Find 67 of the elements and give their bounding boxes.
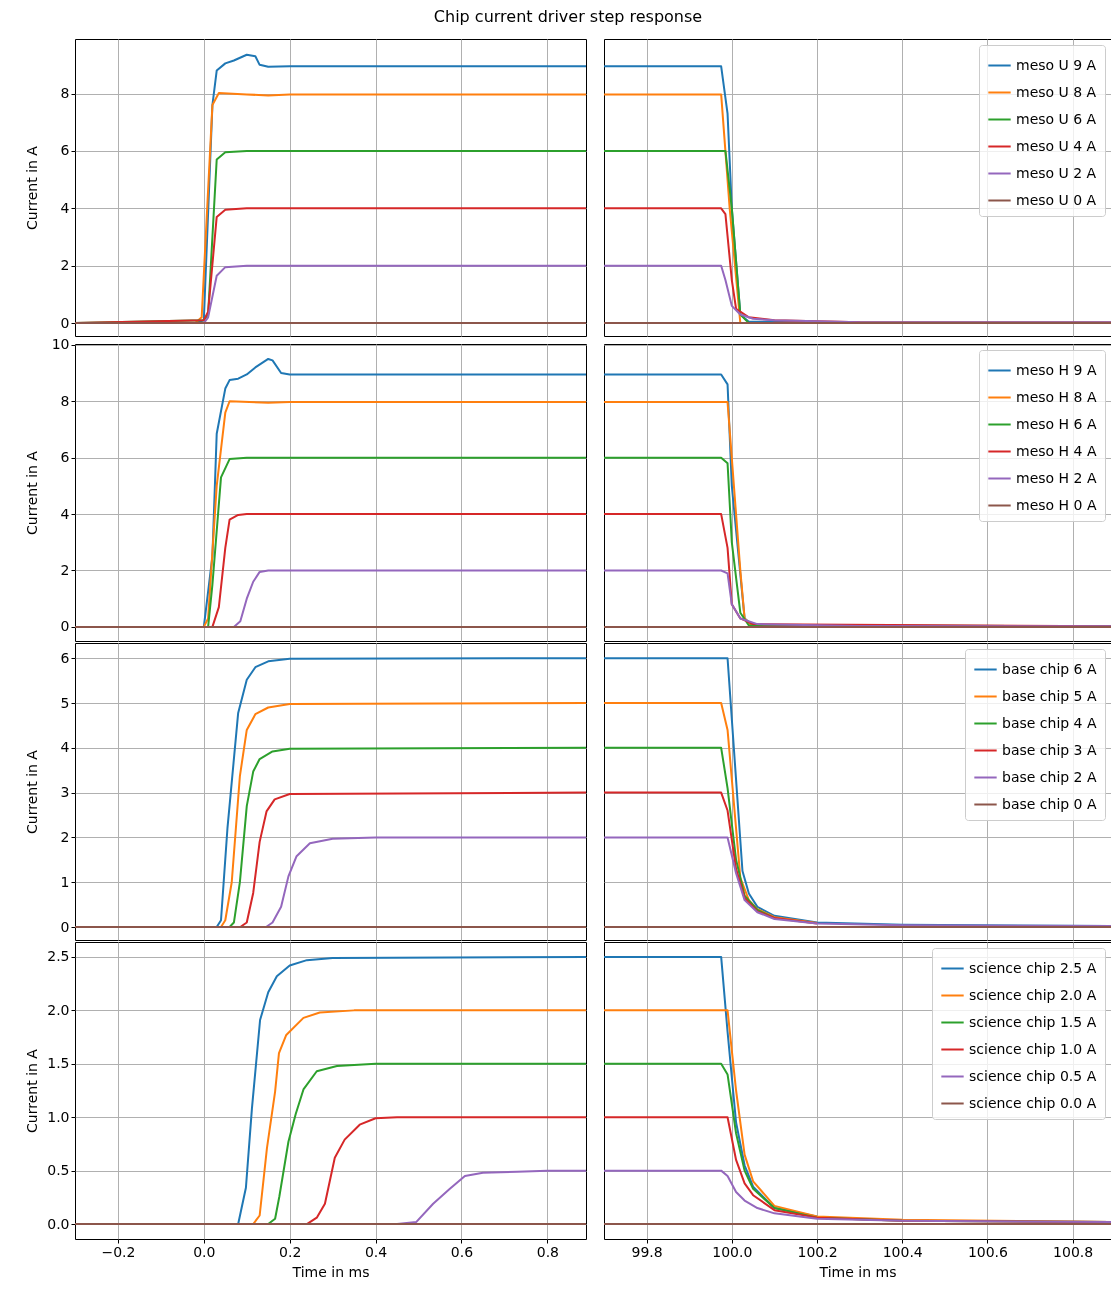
y-tick-label: 8 [60,392,70,409]
legend-label: science chip 1.5 A [969,1013,1097,1030]
x-axis-title: Time in ms [291,1263,370,1280]
legend-label: base chip 0 A [1002,795,1097,812]
x-tick-label: 0.2 [279,1243,302,1260]
x-tick-label: 100.2 [797,1243,838,1260]
y-tick-label: 2 [60,828,70,845]
legend-label: base chip 5 A [1002,687,1097,704]
y-axis-title: Current in A [23,1048,40,1133]
y-tick-label: 10 [51,336,70,353]
y-tick-label: 8 [60,85,70,102]
y-axis-title: Current in A [23,749,40,834]
x-tick-label: 100.0 [712,1243,753,1260]
legend-label: meso U 4 A [1016,137,1097,154]
y-tick-label: 6 [60,142,70,159]
legend-label: base chip 4 A [1002,714,1097,731]
y-tick-label: 5 [60,694,70,711]
legend-label: science chip 0.5 A [969,1067,1097,1084]
y-tick-label: 0.0 [47,1215,70,1232]
legend-label: science chip 2.5 A [969,959,1097,976]
x-tick-label: 100.4 [882,1243,923,1260]
legend-label: science chip 2.0 A [969,986,1097,1003]
legend-label: meso H 4 A [1016,442,1097,459]
x-tick-label: 0.4 [364,1243,388,1260]
legend-label: meso U 8 A [1016,83,1097,100]
y-tick-label: 2 [60,257,70,274]
chart-title: Chip current driver step response [433,6,703,26]
legend-label: base chip 6 A [1002,660,1097,677]
y-tick-label: 2.5 [47,948,70,965]
y-tick-label: 6 [60,449,70,466]
legend-label: meso U 2 A [1016,164,1097,181]
x-axis-title: Time in ms [818,1263,897,1280]
x-tick-label: 0.0 [193,1243,216,1260]
y-tick-label: 0 [60,918,70,935]
y-tick-label: 4 [60,199,70,216]
legend-label: base chip 2 A [1002,768,1097,785]
x-tick-label: 100.8 [1053,1243,1094,1260]
y-axis-title: Current in A [23,450,40,535]
y-tick-label: 1.0 [47,1108,70,1125]
y-tick-label: 1.5 [47,1055,70,1072]
y-tick-label: 2 [60,561,70,578]
y-tick-label: 1 [60,873,70,890]
x-tick-label: −0.2 [101,1243,136,1260]
y-tick-label: 2.0 [47,1001,70,1018]
y-tick-label: 0 [60,314,70,331]
y-tick-label: 4 [60,505,70,522]
legend-label: meso H 9 A [1016,361,1097,378]
y-tick-label: 0 [60,618,70,635]
legend-label: science chip 1.0 A [969,1040,1097,1057]
y-tick-label: 6 [60,649,70,666]
y-tick-label: 4 [60,739,70,756]
y-tick-label: 3 [60,784,70,801]
x-tick-label: 0.6 [450,1243,474,1260]
legend-label: meso U 6 A [1016,110,1097,127]
legend-label: meso U 0 A [1016,191,1097,208]
legend-label: science chip 0.0 A [969,1094,1097,1111]
legend-label: meso H 6 A [1016,415,1097,432]
legend-label: base chip 3 A [1002,741,1097,758]
y-axis-title: Current in A [23,145,40,230]
legend-label: meso U 9 A [1016,56,1097,73]
x-tick-label: 0.8 [536,1243,559,1260]
legend-label: meso H 8 A [1016,388,1097,405]
legend-label: meso H 0 A [1016,496,1097,513]
x-tick-label: 100.6 [967,1243,1009,1260]
legend-label: meso H 2 A [1016,469,1097,486]
x-tick-label: 99.8 [631,1243,663,1260]
y-tick-label: 0.5 [47,1162,70,1179]
